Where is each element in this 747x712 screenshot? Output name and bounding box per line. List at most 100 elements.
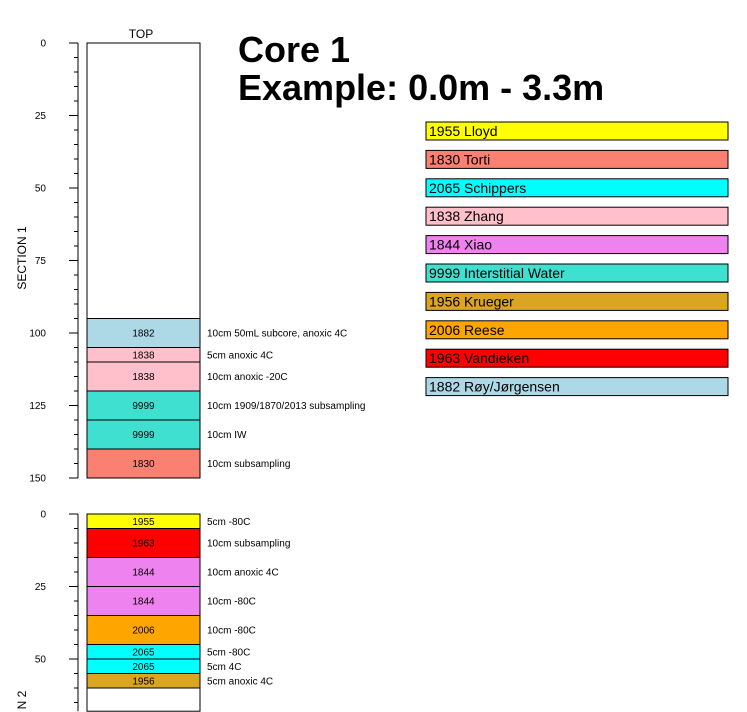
legend-swatch (425, 320, 729, 340)
depth-tick-label: 50 (35, 655, 47, 666)
depth-tick-label: 0 (40, 510, 46, 521)
sample-interval: 1955 5cm -80C (86, 513, 250, 529)
sample-description: 10cm anoxic -20C (207, 372, 288, 383)
depth-tick-label: 100 (29, 329, 46, 340)
legend-item: 2065 Schippers (425, 178, 729, 198)
sample-interval: 2065 5cm -80C (86, 644, 250, 660)
sample-block (86, 448, 201, 479)
sample-interval: 1830 10cm subsampling (86, 448, 290, 479)
depth-tick-label: 0 (40, 39, 46, 50)
section-label: SECTION 1 (15, 226, 29, 290)
sample-interval: 9999 10cm IW (86, 419, 247, 450)
sample-description: 10cm subsampling (207, 539, 290, 550)
legend-item: 1955 Lloyd (425, 121, 729, 141)
sample-interval: 1838 10cm anoxic -20C (86, 361, 288, 392)
legend-swatch (425, 263, 729, 283)
section-label: N 2 (15, 690, 29, 709)
legend-item: 2006 Reese (425, 320, 729, 340)
legend-item: 1844 Xiao (425, 235, 729, 255)
sample-interval: 1844 10cm -80C (86, 586, 256, 616)
legend-label: 2006 Reese (429, 322, 505, 338)
sample-code: 1844 (132, 597, 155, 608)
legend-label: 1844 Xiao (429, 237, 492, 253)
top-label: TOP (129, 27, 153, 41)
legend-swatch (425, 291, 729, 311)
sample-interval: 2006 10cm -80C (86, 615, 256, 645)
sample-block (86, 557, 201, 587)
legend-swatch (425, 121, 729, 141)
legend-item: 1963 Vandieken (425, 348, 729, 368)
core-sections: 0 25 50 75 100 125 150 SECTION 1 1882 10cm 50mL s… (15, 39, 365, 712)
legend-swatch (425, 149, 729, 169)
sample-code: 1838 (132, 372, 155, 383)
depth-tick-label: 50 (35, 184, 47, 195)
legend-label: 1838 Zhang (429, 208, 504, 224)
legend: 1955 Lloyd 1830 Torti 2065 Schippers 1838 Z… (425, 121, 729, 397)
sample-code: 2065 (132, 647, 155, 658)
sample-code: 1963 (132, 539, 155, 550)
title-line-2: Example: 0.0m - 3.3m (238, 67, 604, 108)
sample-code: 1830 (132, 459, 155, 470)
sample-description: 10cm IW (207, 430, 247, 441)
sample-interval: 1838 5cm anoxic 4C (86, 347, 273, 363)
sample-block (86, 586, 201, 616)
legend-swatch (425, 377, 729, 397)
sample-block (86, 673, 201, 689)
sample-block (86, 361, 201, 392)
sample-description: 10cm -80C (207, 597, 256, 608)
sample-code: 2006 (132, 626, 155, 637)
sample-interval: 2065 5cm 4C (86, 658, 241, 674)
sample-interval: 1963 10cm subsampling (86, 528, 290, 558)
sample-code: 1955 (132, 517, 155, 528)
sample-description: 10cm subsampling (207, 459, 290, 470)
sample-description: 10cm anoxic 4C (207, 568, 279, 579)
legend-label: 1963 Vandieken (429, 350, 529, 366)
legend-item: 1956 Krueger (425, 291, 729, 311)
sample-description: 5cm anoxic 4C (207, 350, 273, 361)
legend-item: 9999 Interstitial Water (425, 263, 729, 283)
legend-label: 9999 Interstitial Water (429, 265, 565, 281)
legend-item: 1882 Røy/Jørgensen (425, 377, 729, 397)
sample-description: 5cm -80C (207, 517, 250, 528)
legend-swatch (425, 178, 729, 198)
sample-interval: 9999 10cm 1909/1870/2013 subsampling (86, 390, 365, 421)
depth-tick-label: 25 (35, 111, 47, 122)
legend-item: 1838 Zhang (425, 206, 729, 226)
sample-code: 9999 (132, 401, 155, 412)
sample-code: 1838 (132, 350, 155, 361)
sample-interval: 1882 10cm 50mL subcore, anoxic 4C (86, 318, 347, 348)
core-section-2: 0 25 50 N 2 1955 5cm -80C 1963 10cm subsampling… (15, 510, 290, 712)
legend-label: 1830 Torti (429, 151, 490, 167)
sample-description: 5cm -80C (207, 647, 250, 658)
sample-description: 5cm anoxic 4C (207, 676, 273, 687)
depth-tick-label: 25 (35, 582, 47, 593)
sample-interval: 1844 10cm anoxic 4C (86, 557, 279, 587)
sample-description: 10cm -80C (207, 626, 256, 637)
legend-swatch (425, 206, 729, 226)
title-line-1: Core 1 (238, 29, 350, 70)
depth-tick-label: 75 (35, 256, 47, 267)
legend-label: 1955 Lloyd (429, 123, 498, 139)
sample-description: 5cm 4C (207, 662, 241, 673)
sample-block (86, 390, 201, 421)
sample-code: 1882 (132, 329, 155, 340)
legend-label: 1882 Røy/Jørgensen (429, 379, 560, 395)
sample-interval: 1956 5cm anoxic 4C (86, 673, 273, 689)
sample-code: 9999 (132, 430, 155, 441)
legend-item: 1830 Torti (425, 149, 729, 169)
sample-code: 2065 (132, 662, 155, 673)
depth-tick-label: 125 (29, 401, 46, 412)
legend-swatch (425, 235, 729, 255)
sample-block (86, 528, 201, 558)
legend-label: 2065 Schippers (429, 180, 526, 196)
sample-code: 1844 (132, 568, 155, 579)
sample-block (86, 419, 201, 450)
sample-code: 1956 (132, 676, 155, 687)
legend-swatch (425, 348, 729, 368)
sample-description: 10cm 50mL subcore, anoxic 4C (207, 329, 347, 340)
core-section-1: 0 25 50 75 100 125 150 SECTION 1 1882 10cm 50mL s… (15, 39, 365, 485)
legend-label: 1956 Krueger (429, 293, 514, 309)
sample-description: 10cm 1909/1870/2013 subsampling (207, 401, 365, 412)
